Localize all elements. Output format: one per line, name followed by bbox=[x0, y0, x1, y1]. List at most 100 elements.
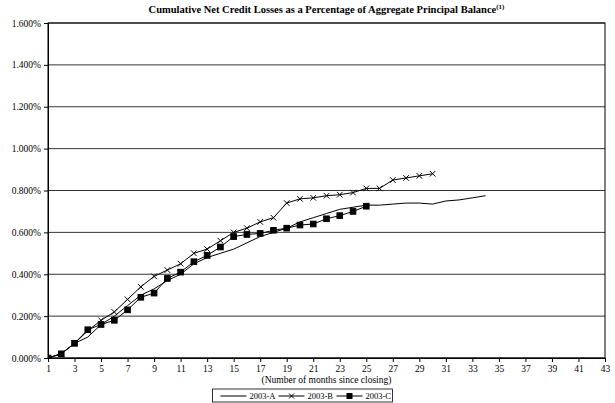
grid bbox=[48, 23, 605, 358]
x-tick: 11 bbox=[177, 358, 186, 374]
y-tick-mark bbox=[44, 274, 48, 275]
plot-frame bbox=[48, 23, 605, 358]
series-marker bbox=[257, 231, 263, 237]
x-tick-mark bbox=[578, 358, 579, 362]
y-tick: 1.600% bbox=[12, 19, 48, 29]
grid-line bbox=[48, 232, 605, 233]
series-marker bbox=[390, 177, 396, 183]
y-tick: 0.600% bbox=[12, 228, 48, 238]
series-marker bbox=[178, 261, 184, 267]
grid-line bbox=[48, 190, 605, 191]
x-tick-label: 17 bbox=[256, 364, 266, 374]
x-tick: 43 bbox=[601, 358, 611, 374]
grid-line bbox=[48, 316, 605, 317]
x-tick-label: 37 bbox=[521, 364, 531, 374]
series-marker bbox=[48, 355, 51, 358]
y-tick-mark bbox=[44, 23, 48, 24]
grid-line bbox=[48, 106, 605, 107]
x-tick: 33 bbox=[468, 358, 478, 374]
series-marker bbox=[403, 175, 409, 181]
legend-marker bbox=[289, 394, 294, 399]
series-marker bbox=[178, 269, 184, 275]
series-marker bbox=[271, 227, 277, 233]
x-tick-label: 39 bbox=[548, 364, 558, 374]
x-tick-mark bbox=[48, 358, 49, 362]
x-tick: 39 bbox=[548, 358, 558, 374]
x-tick: 13 bbox=[203, 358, 213, 374]
x-tick-label: 5 bbox=[99, 364, 104, 374]
series-marker bbox=[125, 297, 131, 303]
x-axis-line bbox=[49, 359, 606, 363]
y-tick: 1.000% bbox=[12, 144, 48, 154]
series-marker bbox=[58, 351, 64, 357]
y-tick-label: 0.200% bbox=[12, 312, 41, 322]
grid-line bbox=[48, 274, 605, 275]
series-marker bbox=[324, 216, 330, 222]
x-tick: 27 bbox=[389, 358, 399, 374]
plot-area bbox=[48, 171, 486, 358]
x-tick-label: 7 bbox=[126, 364, 131, 374]
title-text: Cumulative Net Credit Losses as a Percen… bbox=[149, 4, 497, 15]
x-tick-label: 25 bbox=[362, 364, 372, 374]
series-marker bbox=[58, 351, 64, 357]
x-tick-label: 21 bbox=[309, 364, 319, 374]
x-tick-mark bbox=[340, 358, 341, 362]
series-marker bbox=[337, 192, 343, 198]
y-tick-label: 1.400% bbox=[12, 60, 41, 70]
x-tick-mark bbox=[419, 358, 420, 362]
x-tick-mark bbox=[472, 358, 473, 362]
legend-item: 2003-A bbox=[221, 391, 277, 401]
x-tick-label: 13 bbox=[203, 364, 213, 374]
y-tick-mark bbox=[44, 358, 48, 359]
y-tick-label: 1.600% bbox=[12, 19, 41, 29]
y-tick-mark bbox=[44, 65, 48, 66]
x-tick-label: 27 bbox=[389, 364, 399, 374]
x-tick-label: 15 bbox=[229, 364, 239, 374]
series-marker bbox=[151, 290, 157, 296]
y-tick-label: 0.000% bbox=[12, 354, 41, 364]
x-tick-mark bbox=[552, 358, 553, 362]
x-tick: 21 bbox=[309, 358, 319, 374]
series-marker bbox=[297, 196, 303, 202]
series-marker bbox=[350, 190, 356, 196]
x-tick-label: 11 bbox=[177, 364, 186, 374]
x-tick: 1 bbox=[46, 358, 51, 374]
x-axis-title: (Number of months since closing) bbox=[262, 375, 392, 386]
series-marker bbox=[72, 341, 78, 347]
x-tick-mark bbox=[260, 358, 261, 362]
x-tick: 5 bbox=[99, 358, 104, 374]
y-tick-mark bbox=[44, 191, 48, 192]
x-tick-mark bbox=[605, 358, 606, 362]
x-tick-mark bbox=[366, 358, 367, 362]
legend-item: 2003-C bbox=[337, 391, 392, 401]
x-tick: 23 bbox=[336, 358, 346, 374]
x-tick-mark bbox=[446, 358, 447, 362]
x-tick-label: 41 bbox=[574, 364, 584, 374]
y-tick-mark bbox=[44, 232, 48, 233]
y-tick-mark bbox=[44, 316, 48, 317]
series-marker bbox=[417, 173, 423, 179]
legend-swatch bbox=[221, 396, 247, 397]
series bbox=[48, 203, 369, 358]
y-tick-mark bbox=[44, 149, 48, 150]
y-tick: 0.400% bbox=[12, 270, 48, 280]
grid-line bbox=[48, 148, 605, 149]
y-tick: 0.200% bbox=[12, 312, 48, 322]
x-tick: 41 bbox=[574, 358, 584, 374]
series-marker bbox=[191, 251, 197, 257]
x-tick-label: 1 bbox=[46, 364, 51, 374]
legend: 2003-A2003-B2003-C bbox=[213, 389, 393, 402]
series-marker bbox=[297, 222, 303, 228]
series-marker bbox=[138, 294, 144, 300]
x-tick: 17 bbox=[256, 358, 266, 374]
x-tick: 19 bbox=[282, 358, 292, 374]
series-marker bbox=[98, 322, 104, 328]
x-tick-mark bbox=[287, 358, 288, 362]
series-marker bbox=[244, 232, 250, 238]
series-marker bbox=[151, 274, 157, 280]
series-marker bbox=[138, 284, 144, 290]
series-marker bbox=[204, 246, 210, 252]
x-tick-label: 23 bbox=[336, 364, 346, 374]
series-line bbox=[48, 174, 433, 358]
x-tick-mark bbox=[499, 358, 500, 362]
